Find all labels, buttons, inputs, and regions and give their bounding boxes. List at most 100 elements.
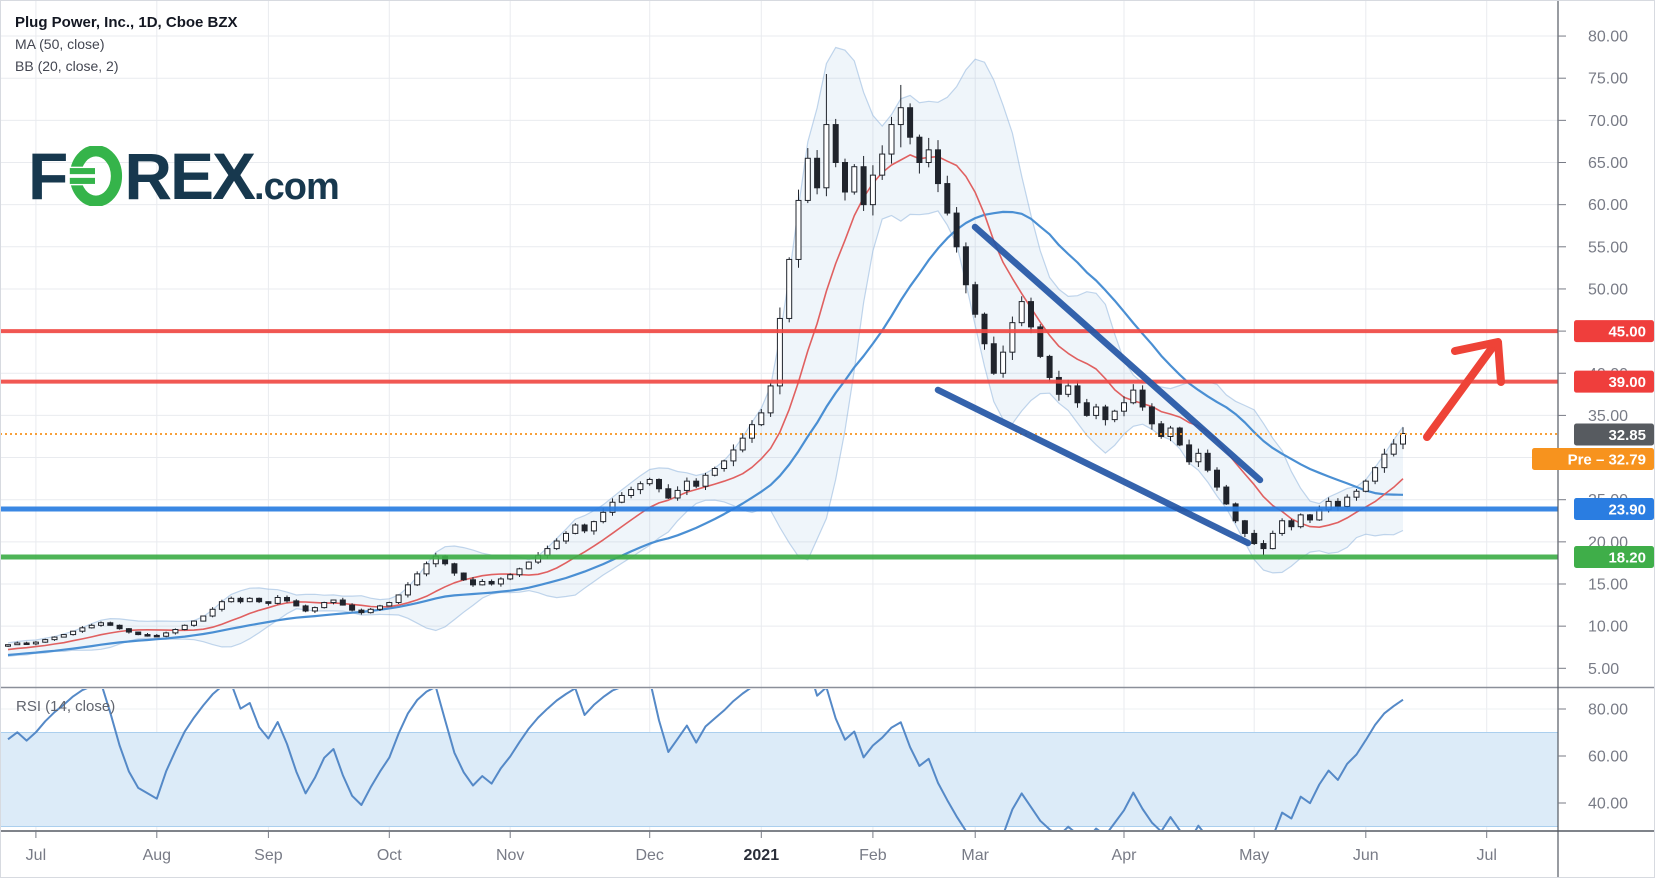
candle-body bbox=[1204, 452, 1211, 471]
indicator-ma-label[interactable]: MA (50, close) bbox=[15, 36, 105, 53]
candle-body bbox=[832, 124, 839, 164]
candle-body bbox=[981, 313, 988, 345]
rsi-pane bbox=[0, 689, 1558, 830]
candle-body bbox=[1167, 427, 1174, 437]
candle-body bbox=[972, 284, 979, 315]
forex-logo: F REX.com bbox=[28, 138, 340, 214]
last-price-badge-bg bbox=[1574, 423, 1654, 446]
candle-body bbox=[218, 601, 225, 610]
candle-body bbox=[1121, 402, 1127, 412]
candle-body bbox=[497, 578, 504, 585]
candle-body bbox=[256, 597, 263, 603]
time-axis-label: Sep bbox=[254, 847, 283, 864]
time-axis[interactable]: Jul Aug Sep Oct Nov Dec 2021 Feb Mar Apr May Jun Jul bbox=[26, 831, 1497, 864]
candle-body bbox=[1381, 453, 1388, 469]
candle-body bbox=[246, 597, 253, 603]
candle-body bbox=[842, 162, 848, 193]
candle-body bbox=[116, 624, 123, 630]
time-axis-label: Mar bbox=[961, 847, 989, 864]
candle-body bbox=[758, 412, 765, 426]
candle-body bbox=[377, 605, 383, 610]
candle-body bbox=[42, 639, 49, 643]
candle-body bbox=[228, 597, 235, 603]
price-level-badge: 18.20 bbox=[1608, 550, 1646, 567]
rsi-legend[interactable]: RSI (14, close) bbox=[16, 698, 116, 715]
rsi-band bbox=[0, 732, 1558, 827]
candle-body bbox=[79, 627, 86, 632]
candle-body bbox=[153, 634, 160, 638]
candle-body bbox=[284, 596, 290, 602]
candle-body bbox=[507, 574, 514, 580]
indicator-bb-label[interactable]: BB (20, close, 2) bbox=[15, 57, 119, 74]
time-axis-label: Nov bbox=[496, 847, 524, 864]
candle-body bbox=[404, 584, 411, 596]
price-axis-label: 60.00 bbox=[1588, 197, 1628, 214]
candle-body bbox=[293, 600, 300, 607]
breakout-arrow-shaft[interactable] bbox=[1423, 344, 1496, 441]
candle-body bbox=[209, 608, 216, 617]
candle-body bbox=[804, 157, 811, 201]
candle-body bbox=[1390, 443, 1397, 455]
candle-body bbox=[1307, 514, 1313, 521]
candle-body bbox=[1214, 469, 1220, 488]
candle-body bbox=[88, 624, 95, 629]
price-axis-label: 50.00 bbox=[1588, 281, 1628, 298]
price-axis[interactable]: 80.00 75.00 70.00 65.00 60.00 55.00 50.00 45.00… bbox=[1532, 29, 1654, 813]
rsi-line bbox=[7, 689, 1404, 830]
candle-body bbox=[367, 608, 374, 614]
candle-body bbox=[683, 480, 690, 491]
time-axis-label: Feb bbox=[859, 847, 887, 864]
candle-body bbox=[1046, 355, 1053, 378]
candle-body bbox=[330, 599, 337, 604]
candle-body bbox=[1186, 444, 1193, 463]
rsi-axis-label: 60.00 bbox=[1588, 749, 1628, 766]
candle-body bbox=[1065, 385, 1072, 395]
candle-body bbox=[693, 480, 700, 487]
candle-body bbox=[600, 511, 607, 523]
candle-body bbox=[1074, 385, 1081, 404]
candle-body bbox=[944, 183, 951, 214]
candle-body bbox=[516, 568, 523, 576]
candle-body bbox=[1158, 423, 1165, 437]
candle-body bbox=[1102, 406, 1109, 421]
candle-body bbox=[98, 622, 104, 626]
candle-body bbox=[423, 563, 430, 575]
price-axis-label: 75.00 bbox=[1588, 71, 1628, 88]
candle-body bbox=[172, 629, 179, 634]
candle-body bbox=[1297, 514, 1304, 528]
candle-body bbox=[1195, 452, 1202, 463]
candle-body bbox=[1093, 406, 1100, 416]
candle-body bbox=[23, 642, 30, 646]
candle-body bbox=[674, 489, 681, 499]
candle-body bbox=[1344, 496, 1351, 507]
candle-body bbox=[525, 561, 532, 570]
candle-body bbox=[563, 532, 569, 542]
candle-body bbox=[990, 343, 997, 374]
chart-legend: Plug Power, Inc., 1D, Cboe BZX MA (50, c… bbox=[15, 11, 238, 78]
price-axis-label: 5.00 bbox=[1588, 661, 1619, 678]
time-axis-label: Dec bbox=[635, 847, 663, 864]
logo-o-icon bbox=[67, 146, 123, 206]
candle-body bbox=[916, 136, 923, 164]
time-axis-label: 2021 bbox=[744, 847, 780, 864]
candle-body bbox=[386, 602, 393, 607]
candle-body bbox=[776, 317, 783, 387]
candle-body bbox=[897, 107, 904, 126]
breakout-arrow-head[interactable] bbox=[1451, 338, 1505, 386]
candle-body bbox=[163, 632, 170, 637]
channel-upper-trendline[interactable] bbox=[971, 223, 1264, 484]
candle-body bbox=[860, 166, 867, 206]
candle-body bbox=[125, 628, 132, 633]
candle-body bbox=[237, 597, 244, 603]
candle-body bbox=[590, 521, 597, 532]
price-axis-label: 70.00 bbox=[1588, 113, 1628, 130]
price-level-badge: 39.00 bbox=[1608, 374, 1646, 391]
candle-body bbox=[302, 605, 309, 612]
symbol-title[interactable]: Plug Power, Inc., 1D, Cboe BZX bbox=[15, 14, 238, 31]
candle-body bbox=[479, 580, 486, 586]
candle-body bbox=[795, 199, 802, 260]
price-axis-label: 15.00 bbox=[1588, 577, 1628, 594]
channel-lower-trendline[interactable] bbox=[934, 386, 1252, 547]
